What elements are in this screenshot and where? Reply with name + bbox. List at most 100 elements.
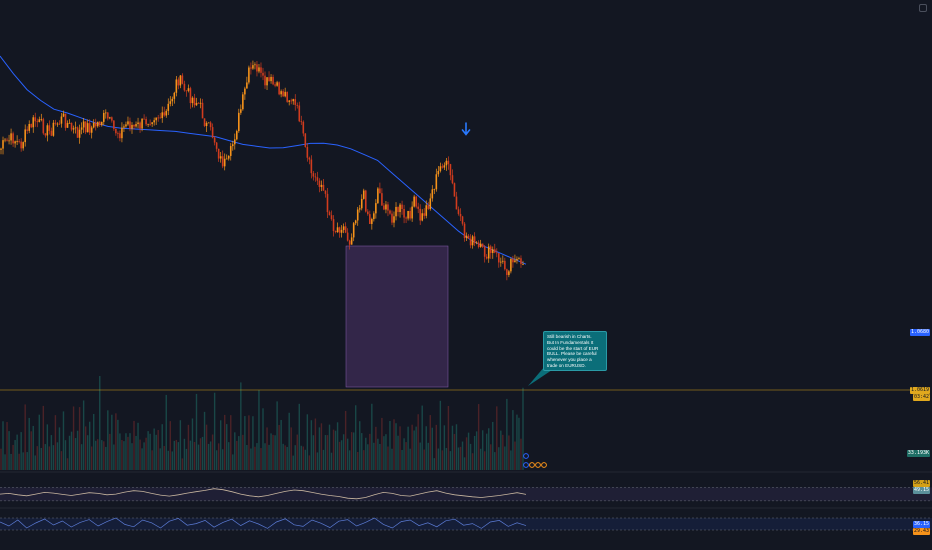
volume-bar: [147, 431, 149, 470]
candle-body: [421, 213, 424, 221]
volume-bar: [342, 434, 345, 470]
candle-body: [411, 206, 413, 219]
candle-body: [330, 215, 333, 220]
candle-body: [2, 140, 4, 149]
candle-body: [302, 121, 305, 134]
candle-body: [485, 256, 488, 259]
volume-bar: [78, 407, 81, 470]
candle-body: [272, 76, 274, 85]
volume-bar: [209, 441, 212, 470]
candle-body: [397, 206, 399, 213]
volume-bar: [127, 436, 129, 470]
volume-bar: [441, 450, 444, 470]
candle-body: [66, 123, 69, 128]
volume-bar: [328, 424, 331, 470]
volume-bar: [395, 423, 397, 470]
candle-body: [0, 148, 2, 150]
volume-bar: [236, 440, 238, 470]
volume-bar: [143, 442, 145, 470]
candle-body: [117, 133, 119, 135]
volume-bar: [68, 435, 71, 470]
candle-body: [449, 164, 452, 176]
volume-bar: [44, 444, 47, 470]
candle-body: [264, 75, 266, 86]
candle-body: [364, 190, 367, 212]
volume-bar: [103, 441, 105, 470]
volume-bar: [54, 415, 57, 470]
candle-body: [107, 112, 109, 119]
candle-body: [510, 258, 512, 272]
candle-body: [338, 227, 341, 233]
candle-body: [244, 88, 246, 95]
candle-body: [403, 208, 405, 218]
volume-bar: [508, 435, 510, 470]
candle-body: [288, 100, 290, 102]
volume-bar: [226, 424, 228, 470]
candle-body: [433, 189, 436, 191]
volume-bar: [284, 445, 286, 470]
volume-bar: [109, 433, 111, 470]
volume-bar: [463, 457, 466, 470]
settings-square-icon[interactable]: [919, 4, 927, 12]
candle-body: [439, 166, 442, 171]
volume-bar: [469, 443, 472, 470]
candle-body: [70, 122, 73, 130]
candle-body: [407, 210, 409, 219]
candle-body: [137, 122, 139, 125]
candle-body: [219, 156, 222, 159]
candle-body: [62, 113, 65, 117]
candle-body: [113, 120, 115, 129]
volume-bar: [409, 448, 411, 470]
callout-pointer: [528, 366, 552, 386]
candle-body: [506, 269, 508, 275]
volume-bar: [479, 448, 482, 470]
candle-body: [179, 75, 182, 86]
volume-bar: [510, 450, 512, 470]
volume-bar: [252, 416, 254, 470]
volume-bar: [242, 434, 244, 470]
candle-body: [256, 64, 258, 72]
volume-bar: [66, 458, 69, 470]
volume-bar: [502, 434, 504, 470]
candle-body: [296, 104, 299, 106]
volume-bar: [294, 445, 296, 470]
candle-body: [223, 158, 226, 167]
candle-body: [153, 120, 155, 123]
candle-body: [445, 160, 448, 166]
candle-body: [518, 258, 520, 260]
volume-bar: [280, 419, 282, 470]
candle-body: [22, 142, 24, 149]
candle-body: [123, 126, 125, 128]
volume-bar: [324, 435, 327, 470]
candle-body: [82, 121, 85, 128]
candle-body: [147, 123, 149, 125]
volume-bar: [211, 434, 214, 470]
candle-body: [308, 157, 311, 160]
volume-bar: [159, 448, 161, 470]
candle-body: [195, 102, 198, 106]
candle-body: [4, 139, 6, 141]
candle-body: [459, 213, 462, 217]
volume-bar: [153, 428, 155, 470]
volume-bar: [95, 440, 97, 470]
candle-body: [516, 258, 518, 261]
volume-bar: [123, 441, 125, 470]
volume-bar: [278, 425, 280, 470]
candle-body: [475, 242, 478, 244]
volume-bar: [82, 400, 85, 470]
candle-body: [502, 260, 504, 262]
stochastic-indicator: [0, 517, 932, 531]
candle-body: [332, 219, 335, 232]
candle-body: [209, 122, 212, 128]
volume-bar: [338, 441, 341, 470]
volume-bar: [500, 430, 502, 470]
callout-note[interactable]: Still bearish in Charts. But In Fundamen…: [543, 331, 607, 371]
volume-bar: [52, 445, 55, 470]
candle-body: [213, 137, 216, 143]
volume-bar: [322, 449, 325, 470]
volume-bar: [373, 442, 375, 470]
volume-bar: [221, 449, 224, 470]
candle-body: [477, 242, 480, 247]
volume-bar: [99, 376, 101, 470]
